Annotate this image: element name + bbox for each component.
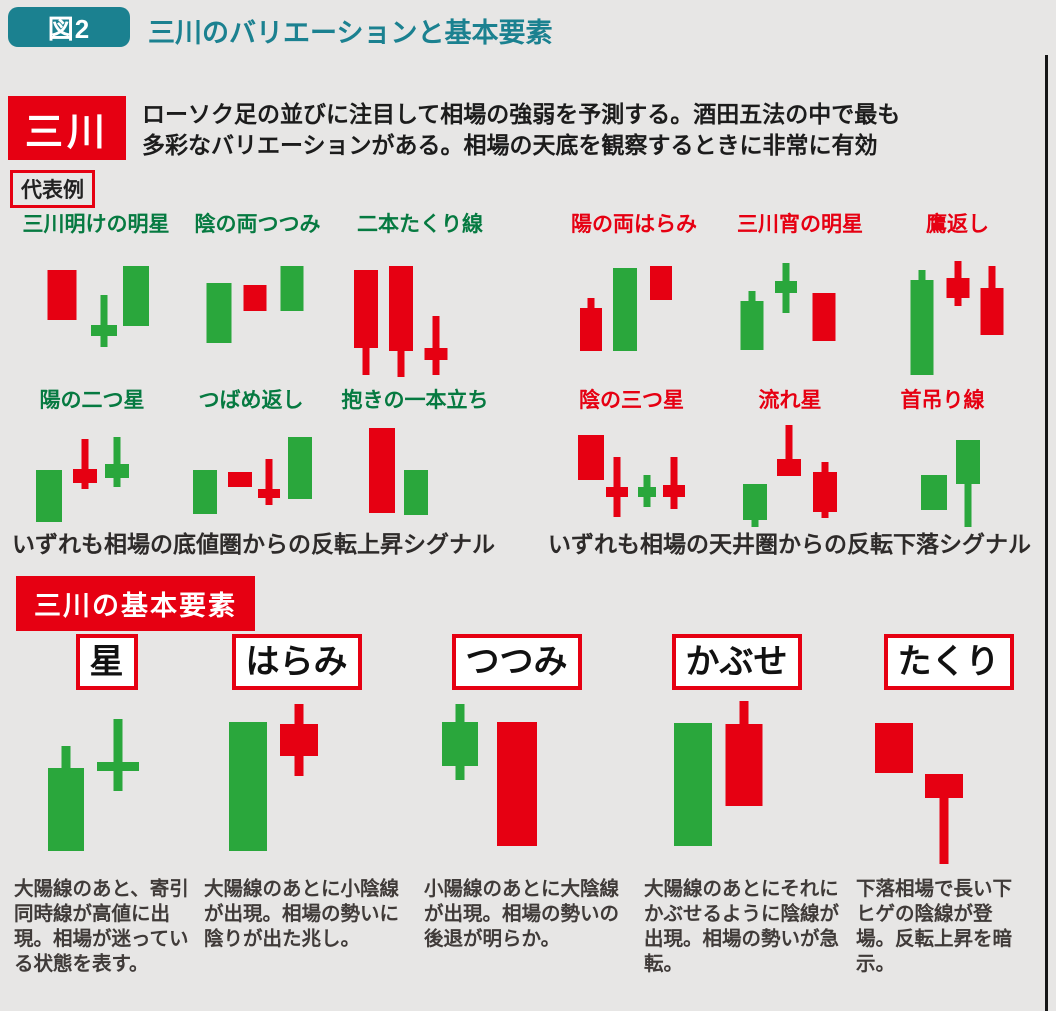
candlestick-diagram	[644, 696, 829, 871]
sanzen-description-line2: 多彩なバリエーションがある。相場の天底を観察するときに非常に有効	[142, 132, 878, 158]
pattern-nagare-boshi: 流れ星	[715, 386, 865, 527]
candlestick-diagram	[868, 422, 1018, 527]
basic-visual: かぶせ	[644, 634, 829, 871]
pattern-title: 鷹返し	[926, 213, 989, 236]
basic-element-hoshi: 星 大陽線のあと、寄引同時線が高値に出現。相場が迷っている状態を表す。	[14, 634, 204, 977]
basic-title: つつみ	[451, 634, 582, 690]
pattern-title: 三川宵の明星	[737, 213, 863, 236]
pattern-title: 二本たくり線	[357, 213, 483, 236]
bearish-row-1: 陽の両はらみ 三川宵の明星 鷹返し	[548, 210, 1056, 386]
pattern-tsubame-gaeshi: つばめ返し	[172, 386, 330, 527]
representative-examples-label: 代表例	[10, 170, 95, 208]
basic-visual: 星	[14, 634, 199, 871]
candlestick-diagram	[725, 246, 875, 386]
basic-element-takuri: たくり 下落相場で長い下ヒゲの陰線が登場。反転上昇を暗示。	[856, 634, 1039, 977]
sanzen-description-line1: ローソク足の並びに注目して相場の強弱を予測する。酒田五法の中で最も	[142, 101, 901, 127]
pattern-yo-no-ryo-harami: 陽の両はらみ	[548, 210, 720, 386]
candlestick-diagram	[557, 422, 707, 527]
pattern-title: 三川明けの明星	[22, 213, 170, 236]
basic-visual: つつみ	[424, 634, 609, 871]
figure-title: 三川のバリエーションと基本要素	[148, 18, 553, 48]
basic-title: はらみ	[231, 634, 362, 690]
pattern-in-no-mittsu-boshi: 陰の三つ星	[548, 386, 715, 527]
basic-description: 下落相場で長い下ヒゲの陰線が登場。反転上昇を暗示。	[856, 878, 1013, 975]
bullish-row-2: 陽の二つ星 つばめ返し 抱きの一本立ち	[12, 386, 530, 527]
basic-element-tsutsumi: つつみ 小陽線のあとに大陰線が出現。相場の勢いの後退が明らか。	[424, 634, 644, 977]
bullish-row-1: 三川明けの明星 陰の両つつみ 二本たくり線	[12, 210, 530, 386]
sanzen-description: ローソク足の並びに注目して相場の強弱を予測する。酒田五法の中で最も 多彩なバリエ…	[142, 99, 900, 161]
candlestick-diagram	[856, 696, 1041, 871]
candlestick-diagram	[17, 422, 167, 527]
candlestick-diagram	[559, 246, 709, 386]
basic-description: 大陽線のあとにそれにかぶせるように陰線が出現。相場の勢いが急転。	[644, 878, 840, 975]
pattern-sankawa-ake-no-myojo: 三川明けの明星	[12, 210, 180, 386]
pattern-title: 流れ星	[758, 389, 822, 412]
candlestick-diagram	[21, 246, 171, 386]
basic-element-kabuse: かぶせ 大陽線のあとにそれにかぶせるように陰線が出現。相場の勢いが急転。	[644, 634, 856, 977]
candlestick-diagram	[340, 422, 490, 527]
basic-title: 星	[75, 634, 138, 690]
page-frame-border	[1045, 55, 1048, 1011]
pattern-title: つばめ返し	[198, 389, 304, 412]
candlestick-diagram	[424, 696, 609, 871]
basics-section-header: 三川の基本要素	[16, 576, 255, 631]
candlestick-diagram	[345, 246, 495, 386]
candlestick-diagram	[715, 422, 865, 527]
candlestick-diagram	[204, 696, 389, 871]
basic-description: 大陽線のあとに小陰線が出現。相場の勢いに陰りが出た兆し。	[204, 878, 400, 950]
bearish-caption: いずれも相場の天井圏からの反転下落シグナル	[548, 531, 1031, 557]
figure-number-badge: 図2	[8, 7, 130, 47]
bearish-patterns-group: 陽の両はらみ 三川宵の明星 鷹返し 陰の三つ星 流れ星 首吊り線	[548, 210, 1056, 559]
pattern-sankawa-yoi-no-myojo: 三川宵の明星	[720, 210, 880, 386]
pattern-nihon-takuri-sen: 二本たくり線	[335, 210, 505, 386]
basic-visual: はらみ	[204, 634, 389, 871]
bullish-patterns-group: 三川明けの明星 陰の両つつみ 二本たくり線 陽の二つ星 つばめ返し 抱	[12, 210, 530, 559]
candlestick-diagram	[14, 696, 199, 871]
basic-description: 大陽線のあと、寄引同時線が高値に出現。相場が迷っている状態を表す。	[14, 878, 189, 975]
pattern-taka-gaeshi: 鷹返し	[880, 210, 1035, 386]
pattern-title: 陰の三つ星	[579, 389, 684, 412]
candlestick-diagram	[883, 246, 1033, 386]
sanzen-label: 三川	[8, 96, 126, 160]
basic-element-harami: はらみ 大陽線のあとに小陰線が出現。相場の勢いに陰りが出た兆し。	[204, 634, 424, 977]
pattern-kubitsuri-sen: 首吊り線	[865, 386, 1020, 527]
basic-title: たくり	[883, 634, 1014, 690]
pattern-title: 陽の両はらみ	[571, 213, 697, 236]
pattern-yo-no-futatsu-boshi: 陽の二つ星	[12, 386, 172, 527]
basics-grid: 星 大陽線のあと、寄引同時線が高値に出現。相場が迷っている状態を表す。 はらみ …	[14, 634, 1039, 977]
candlestick-diagram	[183, 246, 333, 386]
bearish-row-2: 陰の三つ星 流れ星 首吊り線	[548, 386, 1056, 527]
candlestick-diagram	[176, 422, 326, 527]
pattern-title: 陰の両つつみ	[194, 213, 321, 236]
pattern-in-no-ryo-tsutsumi: 陰の両つつみ	[180, 210, 335, 386]
basic-description: 小陽線のあとに大陰線が出現。相場の勢いの後退が明らか。	[424, 878, 620, 950]
basic-visual: たくり	[856, 634, 1041, 871]
basic-title: かぶせ	[671, 634, 802, 690]
pattern-title: 陽の二つ星	[39, 389, 145, 412]
pattern-title: 首吊り線	[900, 389, 985, 412]
pattern-daki-no-ippon-dachi: 抱きの一本立ち	[330, 386, 500, 527]
bullish-caption: いずれも相場の底値圏からの反転上昇シグナル	[12, 531, 495, 557]
pattern-title: 抱きの一本立ち	[341, 389, 489, 412]
